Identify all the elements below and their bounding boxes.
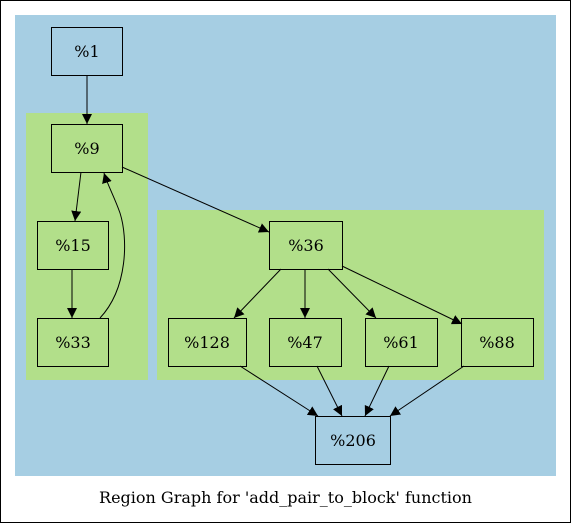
node-36-label: %36: [288, 236, 324, 255]
node-61-label: %61: [383, 333, 419, 352]
node-1-label: %1: [74, 42, 99, 61]
branch-region: [157, 210, 544, 380]
node-128-label: %128: [184, 333, 230, 352]
node-9-label: %9: [74, 139, 99, 158]
node-47-label: %47: [287, 333, 323, 352]
node-15-label: %15: [55, 236, 91, 255]
graph-caption: Region Graph for 'add_pair_to_block' fun…: [0, 488, 571, 507]
node-33-label: %33: [55, 333, 91, 352]
node-88-label: %88: [479, 333, 515, 352]
node-206-label: %206: [330, 431, 376, 450]
